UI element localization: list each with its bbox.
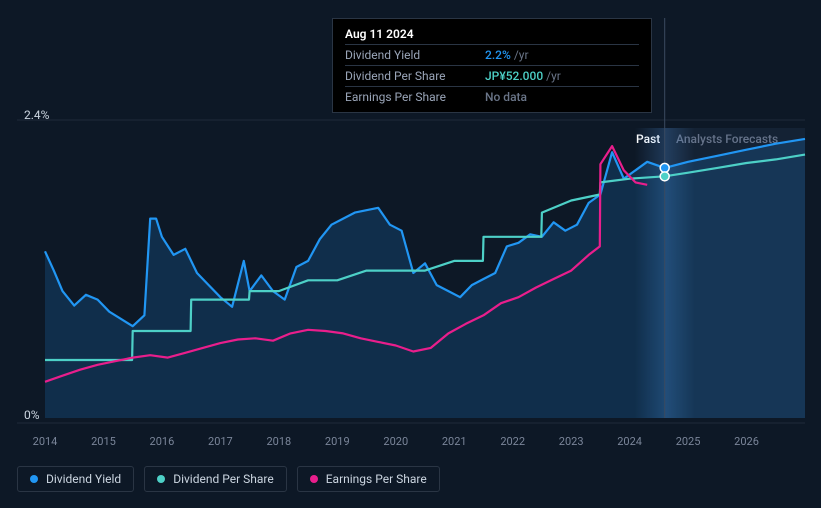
x-tick: 2018 xyxy=(266,435,291,448)
legend-label: Earnings Per Share xyxy=(326,472,427,486)
legend-label: Dividend Yield xyxy=(46,472,121,486)
legend-dot-icon xyxy=(310,475,318,483)
x-tick: 2014 xyxy=(33,435,58,448)
x-tick: 2020 xyxy=(383,435,408,448)
chart-legend: Dividend Yield Dividend Per Share Earnin… xyxy=(17,466,440,492)
x-tick: 2015 xyxy=(91,435,116,448)
x-tick: 2021 xyxy=(442,435,467,448)
legend-dot-icon xyxy=(30,475,38,483)
legend-label: Dividend Per Share xyxy=(173,472,274,486)
legend-earnings-per-share[interactable]: Earnings Per Share xyxy=(297,466,440,492)
x-tick: 2026 xyxy=(734,435,759,448)
x-tick: 2016 xyxy=(150,435,175,448)
x-tick: 2023 xyxy=(559,435,584,448)
legend-dividend-yield[interactable]: Dividend Yield xyxy=(17,466,134,492)
x-tick: 2019 xyxy=(325,435,350,448)
x-axis: 2014201520162017201820192020202120222023… xyxy=(45,435,805,455)
x-tick: 2017 xyxy=(208,435,233,448)
x-tick: 2025 xyxy=(676,435,701,448)
legend-dot-icon xyxy=(157,475,165,483)
x-tick: 2022 xyxy=(500,435,525,448)
x-tick: 2024 xyxy=(617,435,642,448)
line-chart[interactable] xyxy=(0,0,821,460)
legend-dividend-per-share[interactable]: Dividend Per Share xyxy=(144,466,287,492)
